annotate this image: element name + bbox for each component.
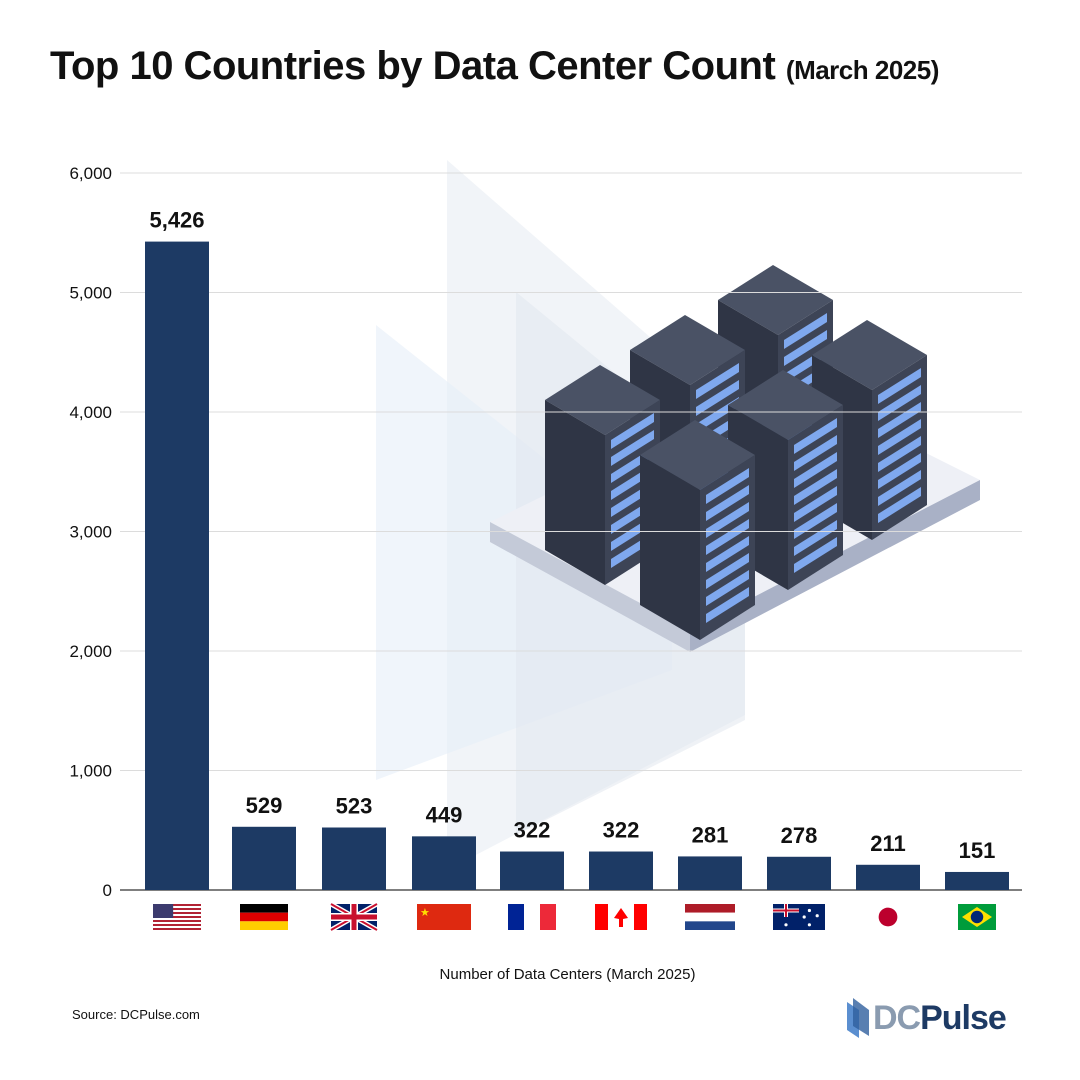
flag-japan-icon [868, 904, 908, 930]
chart-title: Top 10 Countries by Data Center Count (M… [50, 44, 939, 89]
flag-canada-icon [595, 904, 647, 930]
gridlines: 0 1,000 2,000 3,000 4,000 5,000 6,000 [69, 164, 1022, 900]
bar [145, 241, 209, 890]
title-suffix: (March 2025) [785, 55, 939, 85]
bar [500, 851, 564, 890]
server-illustration [376, 160, 980, 870]
y-tick-label: 3,000 [69, 523, 112, 542]
flag-us-icon [153, 904, 201, 930]
bar [767, 856, 831, 890]
dcpulse-logo: DC Pulse [845, 996, 1007, 1040]
bar-value-label: 322 [603, 818, 640, 843]
flag-china-icon: ★ [417, 904, 471, 930]
bar-value-label: 449 [426, 802, 463, 827]
flag-uk-icon [329, 901, 379, 933]
logo-text-pulse: Pulse [920, 998, 1007, 1037]
x-axis-label: Number of Data Centers (March 2025) [439, 966, 696, 983]
flag-brazil-icon [958, 904, 996, 930]
flag-france-icon [508, 904, 556, 930]
bars: 5,426 529 523 449 322 322 281 278 211 151 [145, 208, 1009, 890]
bar-value-label: 151 [959, 838, 996, 863]
bar-value-label: 523 [336, 794, 373, 819]
y-tick-label: 5,000 [69, 284, 112, 303]
bar [589, 851, 653, 890]
bar-value-label: 322 [514, 818, 551, 843]
bar-value-label: 5,426 [149, 208, 204, 233]
bar-value-label: 281 [692, 822, 729, 847]
y-tick-label: 0 [103, 881, 112, 900]
bar-value-label: 278 [781, 823, 818, 848]
flags: ★ [153, 901, 996, 933]
y-tick-label: 6,000 [69, 164, 112, 183]
bar [322, 827, 386, 890]
bar [678, 856, 742, 890]
y-tick-label: 1,000 [69, 762, 112, 781]
bar-value-label: 529 [246, 793, 283, 818]
y-tick-label: 4,000 [69, 403, 112, 422]
flag-netherlands-icon [685, 904, 735, 930]
bar [856, 864, 920, 890]
flag-australia-icon [773, 904, 825, 930]
svg-text:★: ★ [420, 907, 430, 919]
source-note: Source: DCPulse.com [72, 1007, 200, 1022]
bar [412, 836, 476, 890]
server-rack-icon [640, 420, 755, 640]
logo-icon [847, 998, 869, 1038]
flag-germany-icon [240, 904, 288, 930]
bar-value-label: 211 [870, 831, 906, 856]
bar [945, 871, 1009, 890]
logo-text-dc: DC [873, 998, 921, 1037]
y-tick-label: 2,000 [69, 642, 112, 661]
bar [232, 826, 296, 890]
title-main: Top 10 Countries by Data Center Count [50, 44, 776, 88]
